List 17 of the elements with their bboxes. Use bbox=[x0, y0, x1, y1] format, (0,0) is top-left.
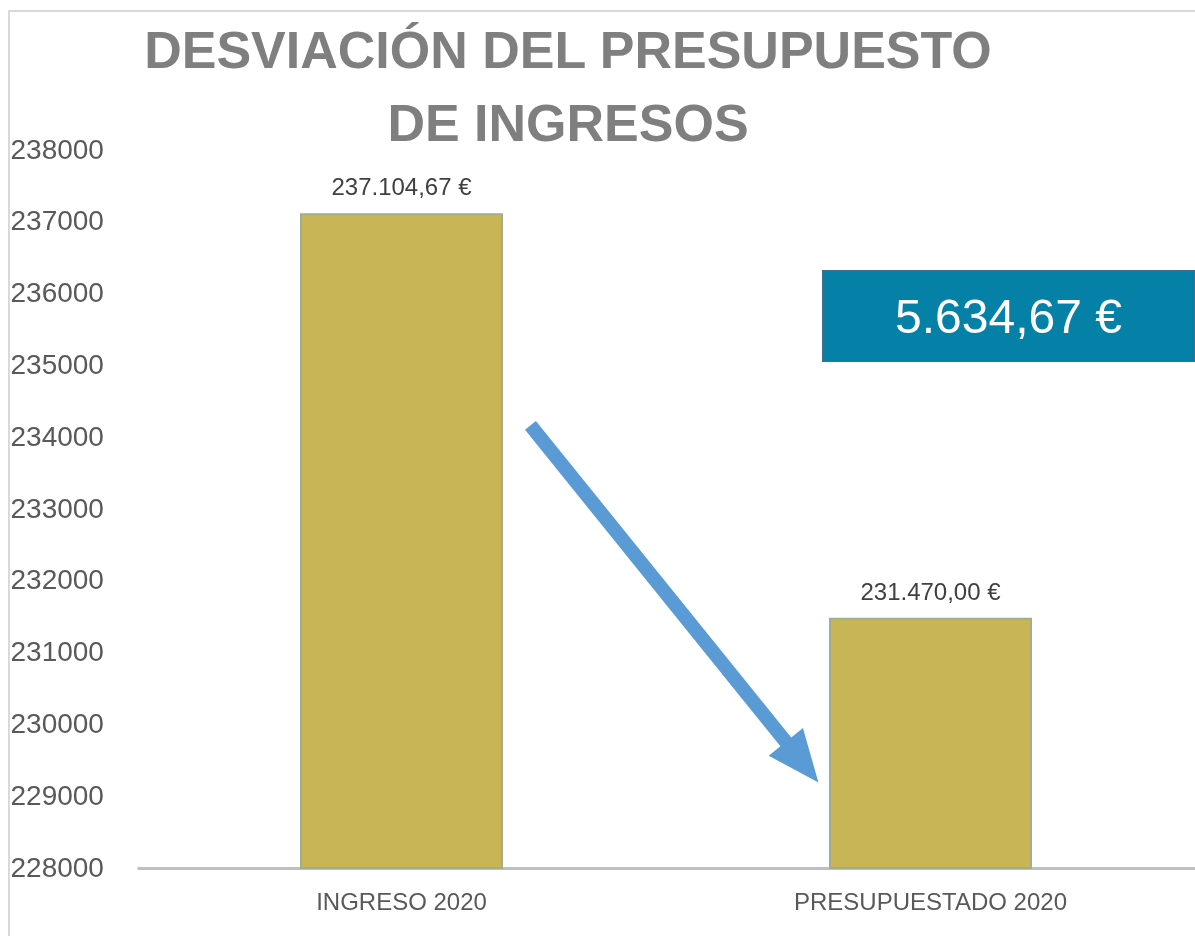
y-tick-label: 232000 bbox=[10, 564, 104, 596]
data-label: 237.104,67 € bbox=[331, 173, 473, 201]
x-tick-label: INGRESO 2020 bbox=[316, 887, 487, 915]
chart-title: DESVIACIÓN DEL PRESUPUESTO DE INGRESOS bbox=[144, 21, 992, 152]
y-tick-label: 231000 bbox=[10, 636, 104, 668]
y-tick-label: 229000 bbox=[10, 779, 104, 811]
y-tick-label: 228000 bbox=[10, 851, 104, 883]
y-tick-label: 236000 bbox=[10, 277, 104, 309]
y-tick-label: 238000 bbox=[10, 133, 104, 165]
annotation: 5.634,67 € bbox=[822, 270, 1195, 362]
x-tick-label: PRESUPUESTADO 2020 bbox=[794, 887, 1067, 915]
data-label: 231.470,00 € bbox=[860, 577, 1002, 605]
y-tick-label: 234000 bbox=[10, 420, 104, 452]
y-tick-label: 237000 bbox=[10, 205, 104, 237]
y-tick-label: 233000 bbox=[10, 492, 104, 524]
y-tick-label: 230000 bbox=[10, 707, 104, 739]
y-tick-label: 235000 bbox=[10, 348, 104, 380]
